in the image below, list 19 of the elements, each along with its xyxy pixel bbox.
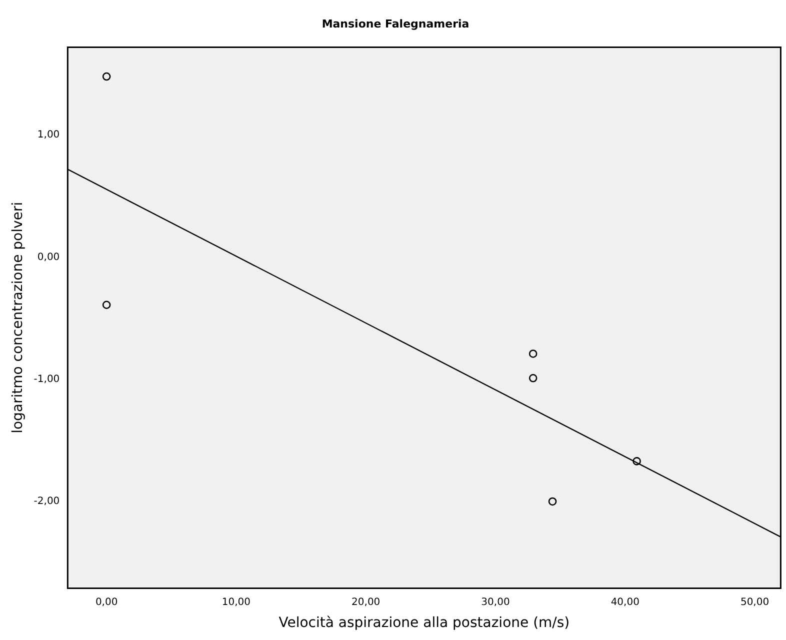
x-tick-label: 50,00 (740, 596, 770, 608)
x-tick-label: 40,00 (610, 596, 640, 608)
y-tick-label: -2,00 (34, 496, 60, 508)
x-tick-label: 10,00 (222, 596, 251, 608)
point (102, 72, 111, 81)
chart-title: Mansione Falegnameria (322, 17, 470, 30)
point (102, 300, 111, 310)
x-axis-title: Velocità aspirazione alla postazione (m/s) (278, 615, 570, 632)
point (528, 374, 538, 382)
x-tick-label: 0,00 (95, 596, 118, 608)
y-axis-title: logaritmo concentrazione polveri (10, 202, 26, 434)
y-tick-label: 1,00 (37, 130, 60, 141)
x-tick-label: 30,00 (481, 596, 510, 608)
point (632, 457, 641, 466)
y-tick-label: 0,00 (37, 252, 60, 263)
x-tick-label: 20,00 (352, 596, 380, 608)
point (548, 497, 557, 506)
point (528, 350, 538, 358)
y-tick-label: -1,00 (34, 374, 60, 385)
